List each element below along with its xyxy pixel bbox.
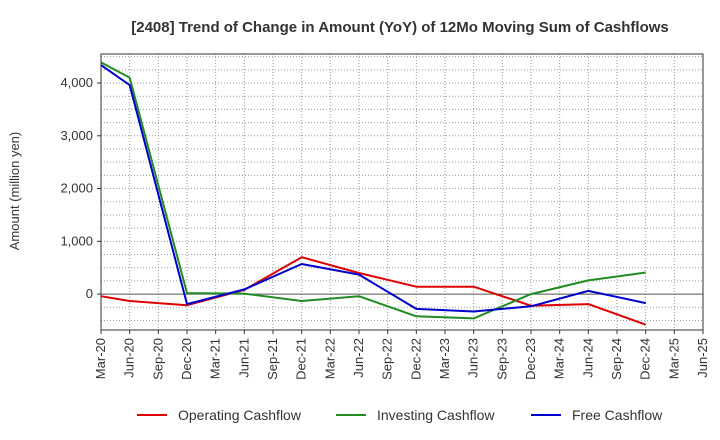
legend: Operating Cashflow Investing Cashflow Free… <box>137 407 663 423</box>
y-axis-ticks: 0 1,000 2,000 3,000 4,000 <box>60 75 101 301</box>
x-tick-label: Jun-20 <box>122 338 137 378</box>
chart-title: [2408] Trend of Change in Amount (YoY) o… <box>131 19 669 36</box>
x-tick-label: Mar-25 <box>666 338 681 379</box>
y-tick-label: 3,000 <box>60 128 93 143</box>
x-tick-label: Mar-21 <box>208 338 223 379</box>
x-tick-label: Sep-24 <box>609 338 624 380</box>
x-tick-label: Jun-23 <box>466 338 481 378</box>
x-tick-label: Sep-23 <box>494 338 509 380</box>
x-tick-label: Mar-24 <box>552 338 567 379</box>
y-tick-label: 1,000 <box>60 233 93 248</box>
x-tick-label: Dec-21 <box>294 338 309 380</box>
x-axis-ticks: Mar-20 Jun-20 Sep-20 Dec-20 Mar-21 Jun-21 Sep-… <box>93 330 710 380</box>
x-tick-label: Sep-22 <box>380 338 395 380</box>
y-axis-label: Amount (million yen) <box>7 132 22 251</box>
legend-label: Free Cashflow <box>572 407 663 423</box>
series-lines <box>100 61 647 326</box>
y-tick-label: 0 <box>86 286 93 301</box>
x-tick-label: Jun-21 <box>236 338 251 378</box>
legend-label: Investing Cashflow <box>377 407 495 423</box>
x-tick-label: Jun-25 <box>695 338 710 378</box>
series-line-operating-cashflow <box>100 256 647 326</box>
x-tick-label: Jun-24 <box>580 338 595 378</box>
y-tick-label: 2,000 <box>60 181 93 196</box>
plot-frame <box>100 53 704 331</box>
legend-label: Operating Cashflow <box>178 407 302 423</box>
series-line-investing-cashflow <box>100 61 646 320</box>
x-tick-label: Mar-20 <box>93 338 108 379</box>
x-tick-label: Dec-24 <box>638 338 653 380</box>
x-tick-label: Mar-22 <box>322 338 337 379</box>
series-line-free-cashflow <box>100 64 646 313</box>
x-tick-label: Jun-22 <box>351 338 366 378</box>
x-tick-label: Dec-20 <box>179 338 194 380</box>
grid-lines <box>100 54 704 330</box>
x-tick-label: Dec-22 <box>408 338 423 380</box>
x-tick-label: Sep-21 <box>265 338 280 380</box>
x-tick-label: Mar-23 <box>437 338 452 379</box>
x-tick-label: Sep-20 <box>150 338 165 380</box>
x-tick-label: Dec-23 <box>523 338 538 380</box>
y-tick-label: 4,000 <box>60 75 93 90</box>
